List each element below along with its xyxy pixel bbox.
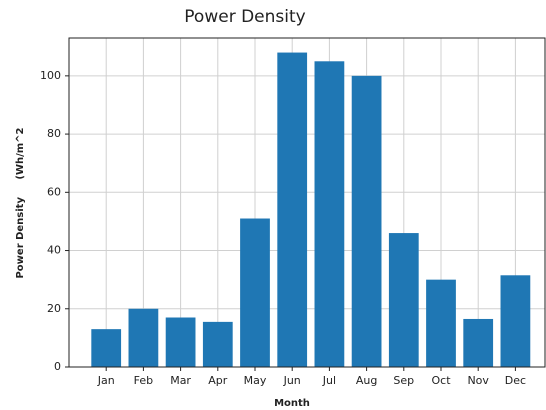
- x-tick-label: Jun: [283, 374, 301, 387]
- y-axis-label: Power Density (Wh/m^2: [15, 127, 26, 278]
- x-tick-label: Nov: [467, 374, 489, 387]
- y-tick-label: 100: [40, 69, 61, 82]
- y-tick-label: 40: [47, 244, 61, 257]
- bar: [463, 318, 494, 367]
- x-tick-label: Oct: [431, 374, 451, 387]
- y-tick-label: 0: [54, 360, 61, 373]
- bar: [426, 279, 456, 367]
- bar: [240, 218, 270, 367]
- bar: [91, 329, 122, 367]
- bar: [388, 233, 419, 367]
- bar: [277, 52, 308, 367]
- x-tick-label: Aug: [356, 374, 377, 387]
- y-tick-label: 60: [47, 185, 61, 198]
- bar: [202, 321, 233, 367]
- x-tick-label: Dec: [505, 374, 526, 387]
- bar: [165, 317, 196, 367]
- x-tick-label: May: [244, 374, 267, 387]
- y-tick-label: 80: [47, 127, 61, 140]
- x-tick-label: Jan: [97, 374, 115, 387]
- x-tick-label: Feb: [134, 374, 153, 387]
- x-tick-label: Mar: [170, 374, 191, 387]
- y-tick-label: 20: [47, 302, 61, 315]
- x-axis-label: Month: [274, 398, 310, 409]
- bar: [128, 308, 159, 367]
- x-tick-label: Apr: [208, 374, 228, 387]
- x-tick-label: Sep: [393, 374, 414, 387]
- chart-title: Power Density: [184, 7, 305, 27]
- plot-frame: [68, 37, 546, 368]
- bar: [500, 275, 531, 367]
- bar: [351, 75, 382, 368]
- x-tick-label: Jul: [322, 374, 336, 387]
- bar: [314, 61, 345, 368]
